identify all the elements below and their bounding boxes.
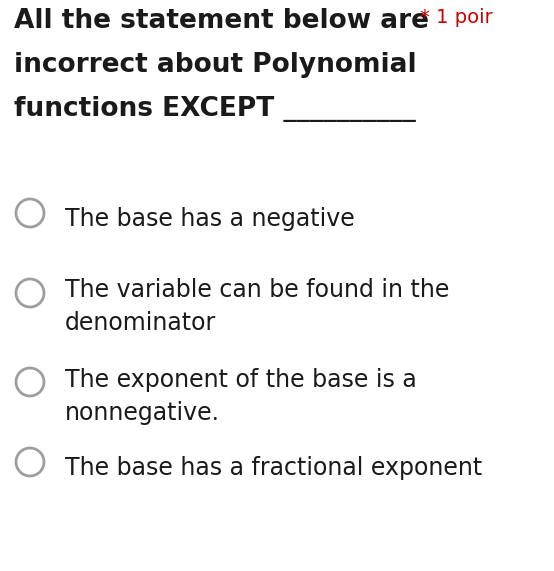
Text: The exponent of the base is a
nonnegative.: The exponent of the base is a nonnegativ… [65, 368, 417, 425]
Text: The base has a negative: The base has a negative [65, 207, 355, 231]
Text: * 1 poir: * 1 poir [420, 8, 493, 27]
Text: incorrect about Polynomial: incorrect about Polynomial [14, 52, 417, 78]
Text: The base has a fractional exponent: The base has a fractional exponent [65, 456, 482, 480]
Text: The variable can be found in the
denominator: The variable can be found in the denomin… [65, 278, 449, 335]
Text: functions EXCEPT __________: functions EXCEPT __________ [14, 96, 416, 122]
Text: All the statement below are: All the statement below are [14, 8, 429, 34]
